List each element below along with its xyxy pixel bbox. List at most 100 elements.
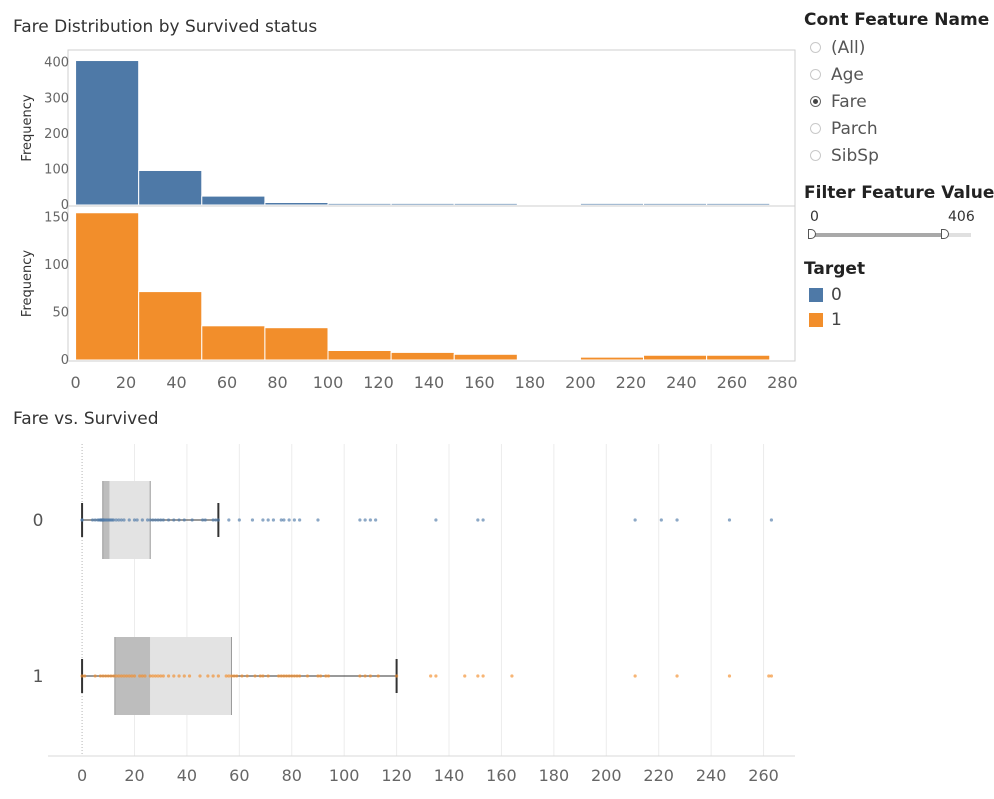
histogram-bar <box>453 353 518 361</box>
radio-circle-icon <box>810 123 821 134</box>
x-tick-label: 120 <box>363 373 394 392</box>
data-point <box>767 674 771 678</box>
data-point <box>187 674 192 678</box>
category-label: 0 <box>33 511 44 531</box>
data-point <box>117 518 121 522</box>
data-point <box>125 674 129 678</box>
data-point <box>232 674 236 678</box>
data-point <box>104 674 108 678</box>
data-point <box>292 518 296 522</box>
x-tick-label: 200 <box>591 766 622 785</box>
histogram-bar <box>201 195 266 206</box>
data-point <box>166 518 171 522</box>
x-tick-label: 180 <box>515 373 546 392</box>
data-point <box>111 518 116 522</box>
data-point <box>266 674 270 678</box>
data-point <box>316 674 320 678</box>
legend-item-0[interactable]: 0 <box>804 282 984 307</box>
data-point <box>177 674 181 678</box>
histogram-bar <box>453 202 518 206</box>
y-axis-label: Frequency <box>20 94 35 161</box>
data-point <box>434 674 438 678</box>
radio-label: Age <box>831 64 864 85</box>
x-tick-label: 200 <box>565 373 596 392</box>
data-point <box>132 674 137 678</box>
histogram-bar <box>579 356 645 361</box>
data-point <box>127 674 131 678</box>
y-axis-label: Frequency <box>20 250 35 317</box>
radio-option-all[interactable]: (All) <box>804 34 984 61</box>
legend-item-1[interactable]: 1 <box>804 307 984 332</box>
slider-max-label: 406 <box>948 209 975 225</box>
y-tick-label: 400 <box>44 56 69 71</box>
data-point <box>203 518 207 522</box>
x-tick-label: 80 <box>267 373 287 392</box>
data-point <box>114 674 118 678</box>
x-tick-label: 240 <box>666 373 697 392</box>
radio-circle-icon <box>810 150 821 161</box>
y-tick-label: 200 <box>44 127 69 142</box>
data-point <box>216 518 220 522</box>
radio-option-sibsp[interactable]: SibSp <box>804 142 984 169</box>
histogram-bar <box>75 212 140 361</box>
data-point <box>177 518 181 522</box>
data-point <box>224 674 228 678</box>
x-tick-label: 100 <box>313 373 344 392</box>
data-point <box>235 674 239 678</box>
y-tick-label: 0 <box>61 198 69 213</box>
data-point <box>284 674 289 678</box>
data-point <box>98 674 103 678</box>
data-point <box>198 674 202 678</box>
legend-swatch <box>809 287 823 302</box>
slider-min-handle[interactable] <box>808 229 816 239</box>
value-filter-header: Filter Feature Value <box>804 183 994 203</box>
x-tick-label: 160 <box>464 373 495 392</box>
x-tick-label: 260 <box>748 766 779 785</box>
histogram-bar <box>138 169 203 206</box>
radio-option-fare[interactable]: Fare <box>804 88 984 115</box>
x-tick-label: 100 <box>329 766 360 785</box>
slider-max-handle[interactable] <box>941 229 950 239</box>
data-point <box>90 518 95 522</box>
x-tick-label: 140 <box>434 766 465 785</box>
x-tick-label: 40 <box>177 766 197 785</box>
histogram-bar <box>390 351 455 361</box>
data-point <box>130 674 134 678</box>
data-point <box>326 674 331 678</box>
radio-option-parch[interactable]: Parch <box>804 115 984 142</box>
data-point <box>146 518 150 522</box>
fare-histogram: 0100200300400Frequency050100150Frequency… <box>20 49 798 392</box>
data-point <box>271 518 276 522</box>
data-point <box>127 518 131 522</box>
data-point <box>659 518 663 522</box>
category-label: 1 <box>33 667 44 687</box>
fare-range-slider[interactable]: 0 406 <box>804 203 984 247</box>
radio-option-age[interactable]: Age <box>804 61 984 88</box>
data-point <box>182 518 186 522</box>
data-point <box>122 518 126 522</box>
legend-swatch <box>809 312 823 327</box>
data-point <box>159 674 163 678</box>
histogram-bar <box>138 291 203 361</box>
data-point <box>298 674 302 678</box>
histogram-bar <box>201 325 266 361</box>
data-point <box>201 518 205 522</box>
data-point <box>117 674 121 678</box>
data-point <box>148 518 152 522</box>
data-point <box>161 518 165 522</box>
data-point <box>290 674 294 678</box>
radio-label: Parch <box>831 118 878 139</box>
data-point <box>138 674 142 678</box>
slider-min-label: 0 <box>810 209 819 225</box>
data-point <box>316 518 320 522</box>
data-point <box>80 674 84 678</box>
data-point <box>318 674 323 678</box>
x-tick-label: 140 <box>414 373 445 392</box>
radio-circle-icon <box>810 69 821 80</box>
x-tick-label: 80 <box>282 766 302 785</box>
data-point <box>211 518 215 522</box>
data-point <box>132 518 137 522</box>
data-point <box>83 674 87 678</box>
data-point <box>481 674 485 678</box>
data-point <box>727 518 732 522</box>
